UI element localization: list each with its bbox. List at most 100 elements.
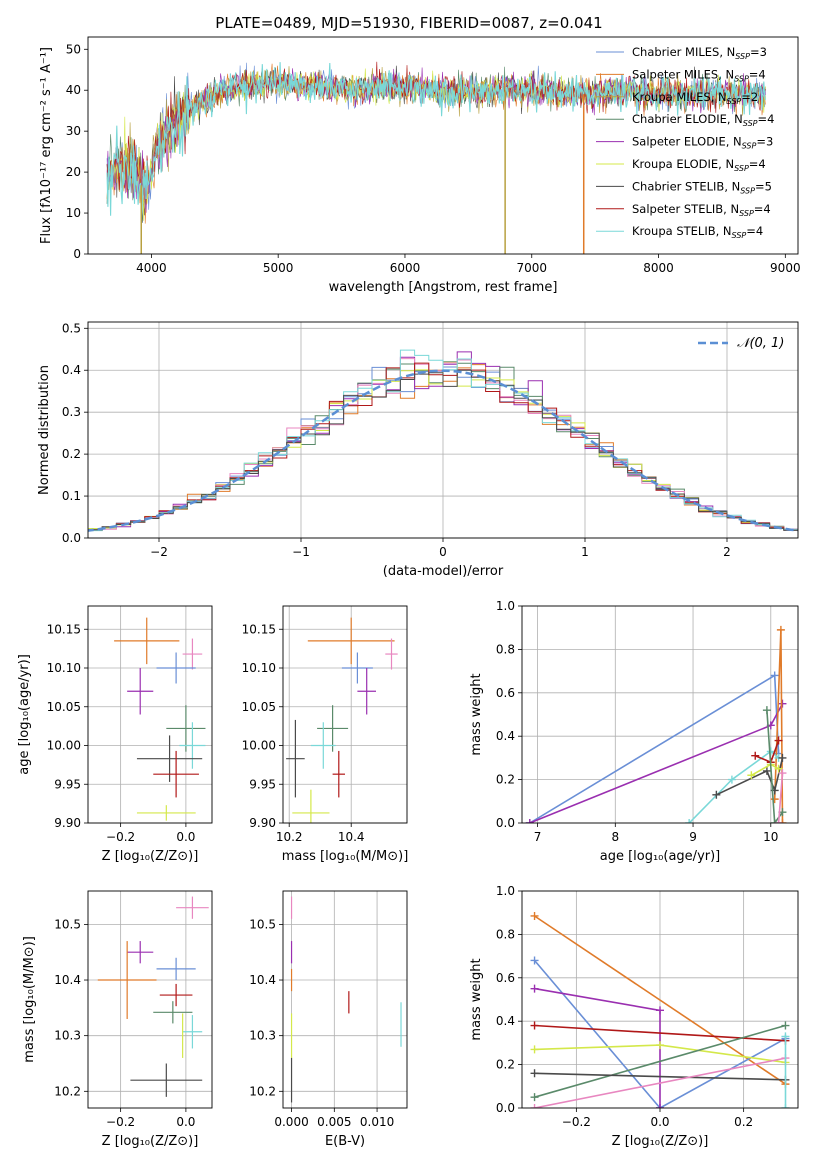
legend-value: =2 [741,90,758,104]
y-tick-label: 10.4 [249,973,276,987]
legend-text: Salpeter STELIB, N [632,202,739,216]
axes-frame [87,605,213,824]
weight-line [534,1072,786,1081]
x-tick-label: −2 [150,545,168,559]
x-axis-label: Z [log₁₀(Z/Z⊙)] [102,849,199,864]
legend-value: =4 [754,202,771,216]
legend-label: Chabrier MILES, NSSP=3 [632,45,767,61]
weight-marker [530,911,539,920]
errorbars [290,896,402,1103]
y-tick-label: 0.8 [496,927,515,941]
legend-value: =4 [749,67,766,81]
weight-marker [530,1021,539,1030]
weight-marker [781,1104,790,1108]
legend-value: =4 [749,157,766,171]
y-tick-label: 10.2 [249,1084,276,1098]
x-tick-label: 0.010 [360,1115,394,1129]
y-tick-label: 9.90 [54,816,81,830]
x-axis-label: Z [log₁₀(Z/Z⊙)] [102,1134,199,1149]
y-axis-label: mass weight [469,673,484,755]
weight-marker [747,771,756,780]
legend-text: Kroupa ELODIE, N [632,157,734,171]
x-tick-label: 10 [763,830,778,844]
age_vs_Z-panel: −0.2 0.0 9.90 9.95 10.00 10.05 10.10 10.15 Z [lo… [17,605,213,864]
y-tick-label: 10.00 [47,739,81,753]
y-tick-label: 1.0 [496,599,515,613]
y-tick-label: 10.10 [47,661,81,675]
weight-marker [762,766,771,775]
weight-marker [751,751,760,760]
errorbars [286,617,398,823]
weight-marker [778,819,787,823]
y-tick-label: 0.1 [62,489,81,503]
x-tick-label: −1 [292,545,310,559]
y-tick-label: 9.95 [54,777,81,791]
axes-frame [87,890,213,1109]
weight-marker [774,819,783,823]
weight-marker [778,699,787,708]
x-tick-label: 2 [723,545,731,559]
histogram-lines [88,349,798,533]
y-tick-label: 10.05 [47,700,81,714]
y-tick-label: 10.15 [242,622,276,636]
y-tick-label: 0.0 [496,1101,515,1115]
y-tick-label: 10.00 [242,739,276,753]
legend-text: Salpeter MILES, N [632,67,734,81]
weight-lines [530,911,790,1108]
weight-line [529,703,784,823]
errorbars [97,896,209,1097]
y-tick-label: 0 [73,247,81,261]
y-tick-label: 10 [66,206,81,220]
weight-marker [774,736,783,745]
legend-value: =3 [756,135,773,149]
weight-marker [776,625,785,634]
x-tick-label: 10.4 [338,830,365,844]
x-tick-label: 0.0 [650,1115,669,1129]
x-axis-label: (data-model)/error [383,564,504,579]
x-tick-label: 7 [534,830,542,844]
legend-subscript: SSP [739,209,754,218]
legend-subscript: SSP [732,231,747,240]
legend-subscript: SSP [734,74,749,83]
weight-marker [712,790,721,799]
y-tick-label: 10.2 [54,1084,81,1098]
y-tick-label: 0.4 [496,1014,515,1028]
x-tick-label: 0 [439,545,447,559]
legend-label: Kroupa ELODIE, NSSP=4 [632,157,766,173]
legend-subscript: SSP [727,97,742,106]
y-axis-label: Flux [fλ10⁻¹⁷ erg cm⁻² s⁻¹ A⁻¹] [39,47,54,244]
weight-line [533,959,786,1108]
weight-marker [781,1032,790,1041]
weight-marker [530,956,539,965]
residuals-panel: −2 −1 0 1 2 0.0 0.1 0.2 0.3 0.4 0.5 (data-model)/er… [37,321,799,579]
x-tick-label: 9000 [770,261,801,275]
y-tick-label: 0.2 [62,447,81,461]
y-tick-label: 20 [66,165,81,179]
axes-frame [521,890,799,1109]
legend-value: =5 [755,179,772,193]
legend-label: Chabrier STELIB, NSSP=5 [632,179,772,195]
legend-label: Kroupa STELIB, NSSP=4 [632,224,763,240]
weight-line [777,773,784,823]
legend-subscript: SSP [734,164,749,173]
y-axis-label: mass [log₁₀(M/M⊙)] [22,936,37,1063]
y-tick-label: 0.6 [496,686,515,700]
weight-marker [656,1041,664,1050]
legend-label: Salpeter STELIB, NSSP=4 [632,202,771,218]
y-tick-label: 0.8 [496,642,515,656]
y-tick-label: 0.3 [62,405,81,419]
weight-marker [530,1104,539,1108]
x-tick-label: 7000 [516,261,547,275]
legend-label: 𝒩(0, 1) [737,336,784,351]
weight-line [751,763,779,776]
weight-marker [530,984,539,993]
y-tick-label: 0.0 [62,531,81,545]
weight-line [716,757,784,796]
x-tick-label: 4000 [136,261,167,275]
weight-line [534,1024,786,1098]
mass_vs_EBV-panel: 0.000 0.005 0.010 10.2 10.3 10.4 10.5 E(B-V) [249,890,408,1149]
y-tick-label: 10.4 [54,973,81,987]
weight-marker [778,753,787,762]
y-tick-label: 9.95 [249,777,276,791]
weight-marker [530,1045,539,1054]
